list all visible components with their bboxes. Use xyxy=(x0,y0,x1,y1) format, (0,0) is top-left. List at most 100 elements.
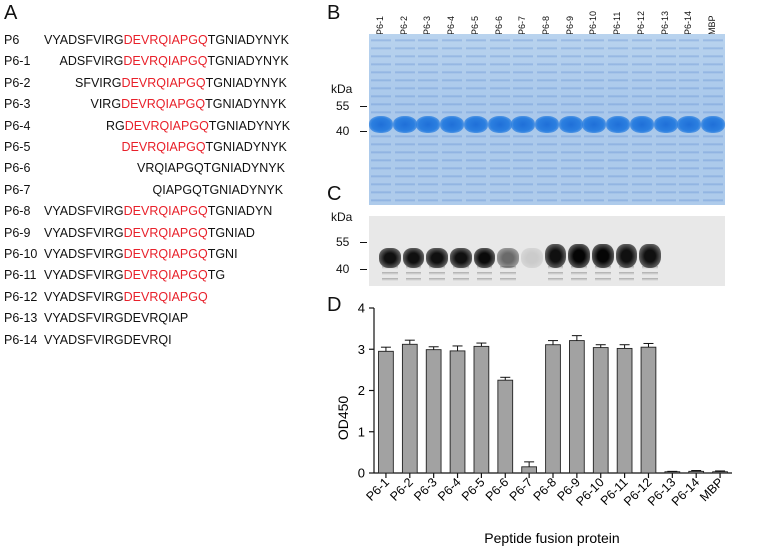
gel-main-band xyxy=(582,116,607,133)
sequence-segment: TG xyxy=(207,268,226,283)
blot-lane xyxy=(592,216,614,286)
gel-main-band xyxy=(368,116,393,133)
blot-band xyxy=(521,248,543,268)
bar xyxy=(712,471,728,474)
bar xyxy=(425,349,442,474)
panel-d-label: D xyxy=(327,294,342,316)
sequence-id: P6-9 xyxy=(4,225,31,240)
epitope-highlight: DEVRQIAPGQ xyxy=(123,33,208,47)
x-tick-label: P6-5 xyxy=(459,475,488,504)
gel-lane xyxy=(487,34,512,205)
panel-b-label: B xyxy=(327,2,341,24)
gel-lane xyxy=(368,34,393,205)
gel-lane xyxy=(677,34,702,205)
sequence-segment: TGNIADYNYK xyxy=(205,140,287,154)
sequence-id: P6-7 xyxy=(4,182,31,197)
coomassie-gel xyxy=(368,34,726,205)
blot-marker-55-tick xyxy=(360,242,367,243)
y-axis-title: OD450 xyxy=(335,396,351,441)
gel-lane xyxy=(463,34,488,205)
od450-bar-chart: 0 1 2 3 4 P6-1P6-2P6-3P6-4P6-5P6-6P6-7P6-8 P6-… xyxy=(335,301,732,546)
gel-lane xyxy=(511,34,536,205)
sequence-text: VYADSFVIRGDEVRQIAPGQTGNIAD xyxy=(44,226,255,240)
blot-marker-40-tick xyxy=(360,269,367,270)
blot-lane xyxy=(426,216,449,286)
panel-c-label: C xyxy=(327,183,342,205)
bar xyxy=(640,346,657,474)
gel-lane xyxy=(392,34,417,205)
chart-bars xyxy=(378,335,728,474)
blot-band xyxy=(379,248,401,268)
gel-main-band xyxy=(511,116,536,133)
sequence-id: P6-12 xyxy=(4,289,38,304)
sequence-id: P6-4 xyxy=(4,118,31,133)
sequence-text: VYADSFVIRGDEVRQIAPGQTGNIADYNYK xyxy=(44,33,289,47)
x-tick-label: P6-2 xyxy=(387,475,416,504)
x-tick-label: P6-1 xyxy=(363,475,392,504)
blot-band xyxy=(402,248,425,268)
gel-lane xyxy=(606,34,631,205)
gel-main-band xyxy=(463,116,488,133)
gel-lane-label: P6-6 xyxy=(493,15,504,35)
x-tick-label: P6-8 xyxy=(531,475,560,504)
sequence-segment: VYADSFVIRG xyxy=(44,33,124,47)
western-blot xyxy=(369,216,725,286)
blot-lane xyxy=(663,216,685,286)
x-tick-label: P6-4 xyxy=(435,475,464,504)
blot-marker-40: 40 xyxy=(336,262,350,276)
sequence-segment: ADSFVIRG xyxy=(59,54,124,69)
sequence-text: VYADSFVIRGDEVRQIAP xyxy=(44,311,188,325)
sequence-segment: VYADSFVIRG xyxy=(44,204,124,219)
sequence-segment: TGNIADYN xyxy=(207,204,273,219)
blot-smear xyxy=(618,266,635,284)
sequence-text: VIRGDEVRQIAPGQTGNIADYNYK xyxy=(91,97,287,111)
bar xyxy=(378,350,394,474)
gel-lane-label: P6-13 xyxy=(659,10,670,35)
bar xyxy=(449,350,466,474)
gel-main-band xyxy=(677,116,702,133)
sequence-segment: SFVIRG xyxy=(75,75,122,90)
blot-lane xyxy=(568,216,591,286)
bar xyxy=(497,379,514,474)
blot-lane xyxy=(497,216,520,286)
sequence-text: VRQIAPGQTGNIADYNYK xyxy=(137,161,285,175)
gel-lane xyxy=(440,34,465,205)
epitope-highlight: DEVRQIAPGQ xyxy=(123,268,208,283)
blot-smear xyxy=(476,266,493,284)
sequence-segment: TGNIADYNYK xyxy=(207,54,289,69)
gel-main-band xyxy=(558,116,583,133)
sequence-text: VYADSFVIRGDEVRQIAPGQ xyxy=(44,290,208,304)
blot-band xyxy=(592,244,614,268)
gel-kda-label: kDa xyxy=(331,82,353,96)
blot-band xyxy=(639,244,662,268)
gel-main-band xyxy=(606,116,631,133)
gel-main-band xyxy=(629,116,654,133)
epitope-highlight: DEVRQIAPGQ xyxy=(123,204,208,219)
gel-lane xyxy=(582,34,607,205)
sequence-id: P6-8 xyxy=(4,204,31,219)
epitope-highlight: DEVRQIAPGQ xyxy=(123,289,208,304)
blot-lane xyxy=(473,216,496,286)
blot-band xyxy=(473,248,496,268)
blot-lane xyxy=(711,216,733,286)
sequence-segment: TGNIADYNYK xyxy=(205,75,287,90)
y-tick-label: 4 xyxy=(358,301,365,316)
bar xyxy=(592,347,609,474)
sequence-text: VYADSFVIRGDEVRQIAPGQTGNI xyxy=(44,247,238,261)
blot-smear xyxy=(500,266,517,284)
gel-lane-label: P6-10 xyxy=(588,10,599,35)
sequence-text: VYADSFVIRGDEVRQI xyxy=(44,333,172,347)
bar xyxy=(521,466,537,474)
x-tick-label: P6-7 xyxy=(507,475,536,504)
sequence-segment: TGNIAD xyxy=(207,225,255,240)
gel-lane-label: P6-4 xyxy=(446,15,457,35)
gel-lane-label: P6-8 xyxy=(541,15,551,35)
x-axis-title: Peptide fusion protein xyxy=(484,530,619,546)
gel-marker-55: 55 xyxy=(336,99,350,113)
sequence-text: SFVIRGDEVRQIAPGQTGNIADYNYK xyxy=(75,76,287,90)
blot-band xyxy=(544,244,567,268)
gel-lane-label: P6-14 xyxy=(683,10,694,35)
sequence-segment: VYADSFVIRGDEVRQIAP xyxy=(44,311,189,326)
sequence-id: P6-6 xyxy=(4,161,31,176)
gel-lane-label: P6-12 xyxy=(635,10,646,35)
